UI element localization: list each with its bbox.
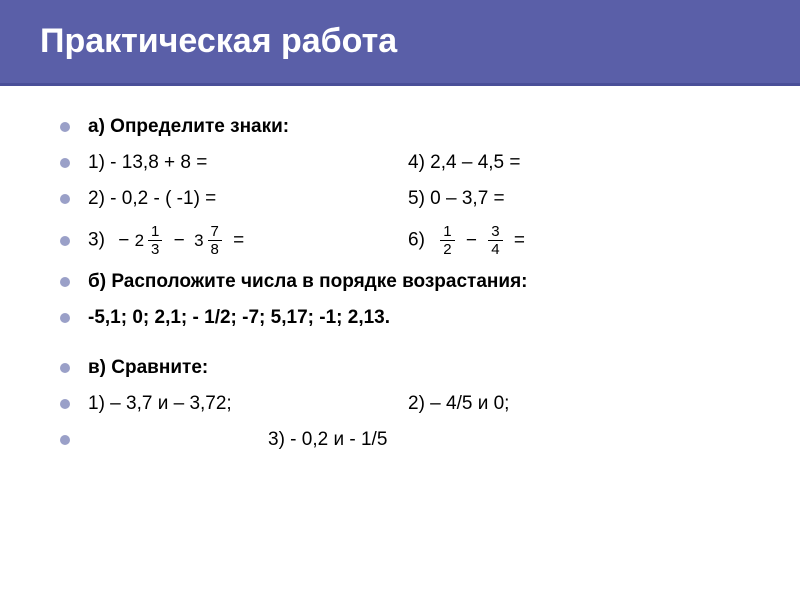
cell-left: 1) - 13,8 + 8 =: [88, 152, 408, 174]
bullet-icon: [60, 194, 70, 204]
cell-right: 2) – 4/5 и 0;: [408, 393, 740, 415]
fraction: 1 3: [148, 224, 162, 257]
section-b-numbers: -5,1; 0; 2,1; - 1/2; -7; 5,17; -1; 2,13.: [88, 307, 740, 329]
bullet-icon: [60, 435, 70, 445]
cell-left: 2) - 0,2 - ( -1) =: [88, 188, 408, 210]
cell-left: 1) – 3,7 и – 3,72;: [88, 393, 408, 415]
row-content: 1) – 3,7 и – 3,72; 2) – 4/5 и 0;: [88, 393, 740, 415]
slide-header: Практическая работа: [0, 0, 800, 86]
section-v-title: в) Сравните:: [88, 357, 740, 379]
row-content: 3) − 2 1 3 − 3 7 8: [88, 224, 740, 257]
section-b-title: б) Расположите числа в порядке возрастан…: [88, 271, 740, 293]
section-v-row-1: 1) – 3,7 и – 3,72; 2) – 4/5 и 0;: [60, 393, 740, 415]
section-b-title-line: б) Расположите числа в порядке возрастан…: [60, 271, 740, 293]
slide-content: а) Определите знаки: 1) - 13,8 + 8 = 4) …: [0, 86, 800, 485]
bullet-icon: [60, 158, 70, 168]
fraction: 3 4: [488, 224, 502, 257]
bullet-icon: [60, 399, 70, 409]
section-a-row-2: 2) - 0,2 - ( -1) = 5) 0 – 3,7 =: [60, 188, 740, 210]
section-a-row-1: 1) - 13,8 + 8 = 4) 2,4 – 4,5 =: [60, 152, 740, 174]
bullet-icon: [60, 363, 70, 373]
bullet-icon: [60, 277, 70, 287]
cell-right: 6) 1 2 − 3 4 =: [408, 224, 740, 257]
section-v-row-2: 3) - 0,2 и - 1/5: [60, 429, 740, 451]
label-6: 6): [408, 230, 425, 251]
cell-left: 3) − 2 1 3 − 3 7 8: [88, 224, 408, 257]
mixed-fraction: 2 1 3: [135, 224, 165, 257]
section-b-numbers-line: -5,1; 0; 2,1; - 1/2; -7; 5,17; -1; 2,13.: [60, 307, 740, 329]
section-v-title-line: в) Сравните:: [60, 357, 740, 379]
bullet-icon: [60, 313, 70, 323]
section-a-title: а) Определите знаки:: [88, 116, 740, 138]
cell-right: 4) 2,4 – 4,5 =: [408, 152, 740, 174]
bullet-icon: [60, 236, 70, 246]
fraction: 1 2: [440, 224, 454, 257]
section-a-row-3: 3) − 2 1 3 − 3 7 8: [60, 224, 740, 257]
label-3: 3): [88, 230, 105, 251]
section-v-last: 3) - 0,2 и - 1/5: [268, 429, 740, 451]
row-content: 1) - 13,8 + 8 = 4) 2,4 – 4,5 =: [88, 152, 740, 174]
expr-left: − 2 1 3 − 3 7 8: [118, 230, 244, 251]
bullet-icon: [60, 122, 70, 132]
expr-right: 1 2 − 3 4 =: [438, 230, 525, 251]
fraction: 7 8: [208, 224, 222, 257]
cell-right: 5) 0 – 3,7 =: [408, 188, 740, 210]
section-a-title-line: а) Определите знаки:: [60, 116, 740, 138]
mixed-fraction: 3 7 8: [194, 224, 224, 257]
slide-title: Практическая работа: [40, 22, 397, 60]
spacer: [60, 343, 740, 357]
row-content: 2) - 0,2 - ( -1) = 5) 0 – 3,7 =: [88, 188, 740, 210]
